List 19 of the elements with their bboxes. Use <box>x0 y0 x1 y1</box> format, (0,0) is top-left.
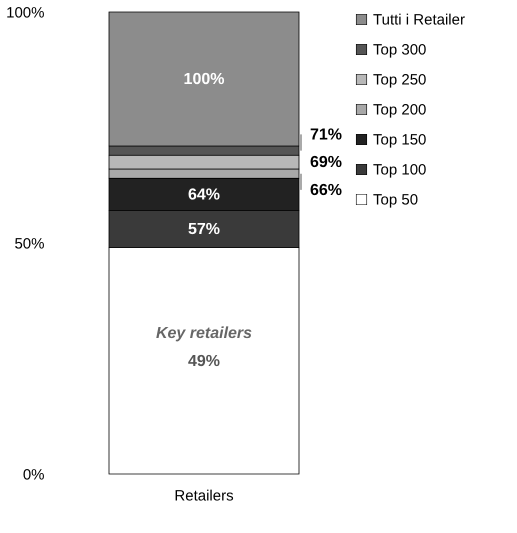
legend-label: Top 200 <box>373 102 426 118</box>
legend-label: Top 150 <box>373 132 426 148</box>
y-tick-label: 100% <box>6 4 44 22</box>
annotation: Key retailers <box>156 324 252 342</box>
annotation: 57% <box>188 221 220 238</box>
legend-label: Top 50 <box>373 192 418 208</box>
text: 69% <box>310 154 342 172</box>
legend-label: Top 300 <box>373 42 426 58</box>
x-tick-label: Retailers <box>174 488 234 504</box>
text: 71% <box>310 126 342 144</box>
annotation: 64% <box>188 186 220 204</box>
text: 66% <box>310 182 342 199</box>
legend-label: Top 100 <box>373 162 426 178</box>
annotation: 49% <box>188 352 220 370</box>
annotation: 100% <box>184 70 224 88</box>
legend-label: Top 250 <box>373 72 426 88</box>
y-tick-label: 50% <box>14 236 44 252</box>
legend-label: Tutti i Retailer <box>373 12 465 28</box>
y-tick-label: 0% <box>22 466 44 484</box>
